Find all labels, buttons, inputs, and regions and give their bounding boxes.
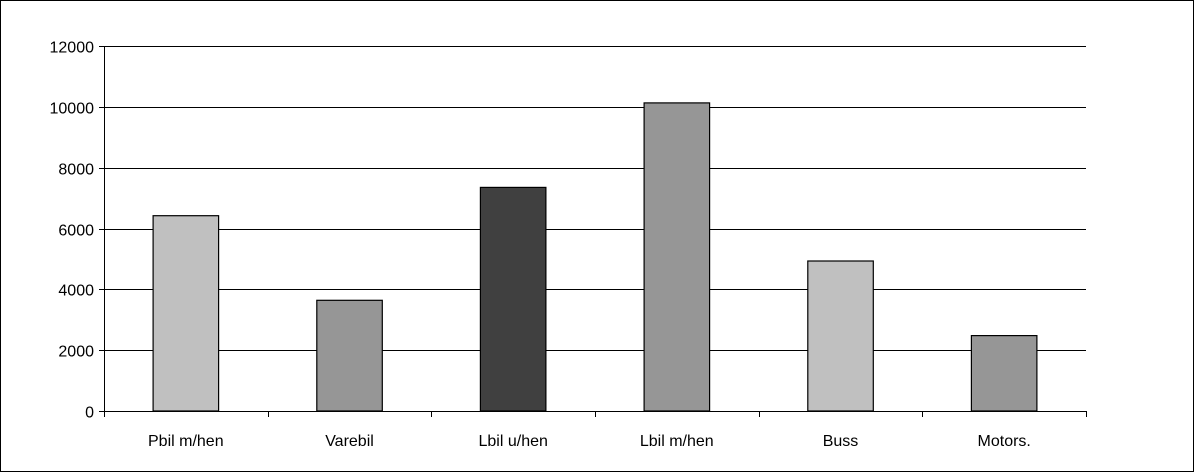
bar [643,102,711,412]
axes [99,46,1087,417]
x-tick-labels: Pbil m/hen Varebil Lbil u/hen Lbil m/hen Bus… [148,433,1031,450]
x-tick-label: Lbil m/hen [640,433,714,450]
bars [152,102,1038,412]
x-tick-label: Varebil [325,433,374,450]
y-tick-label: 10000 [50,101,95,118]
x-tick-label: Motors. [978,433,1031,450]
y-tick-label: 6000 [58,223,94,240]
x-tick-label: Lbil u/hen [479,433,548,450]
bar [316,299,383,412]
y-tick-label: 12000 [50,40,95,57]
y-tick-label: 0 [85,405,94,422]
y-tick-label: 8000 [58,162,94,179]
bar [807,260,874,412]
y-tick-labels: 0 2000 4000 6000 8000 10000 12000 [50,40,95,422]
x-tick-label: Pbil m/hen [148,433,224,450]
bar [479,186,547,412]
x-tick-label: Buss [823,433,859,450]
bar [970,335,1038,412]
y-tick-label: 2000 [58,344,94,361]
y-tick-label: 4000 [58,283,94,300]
bar [152,215,220,412]
gridlines [104,46,1086,351]
